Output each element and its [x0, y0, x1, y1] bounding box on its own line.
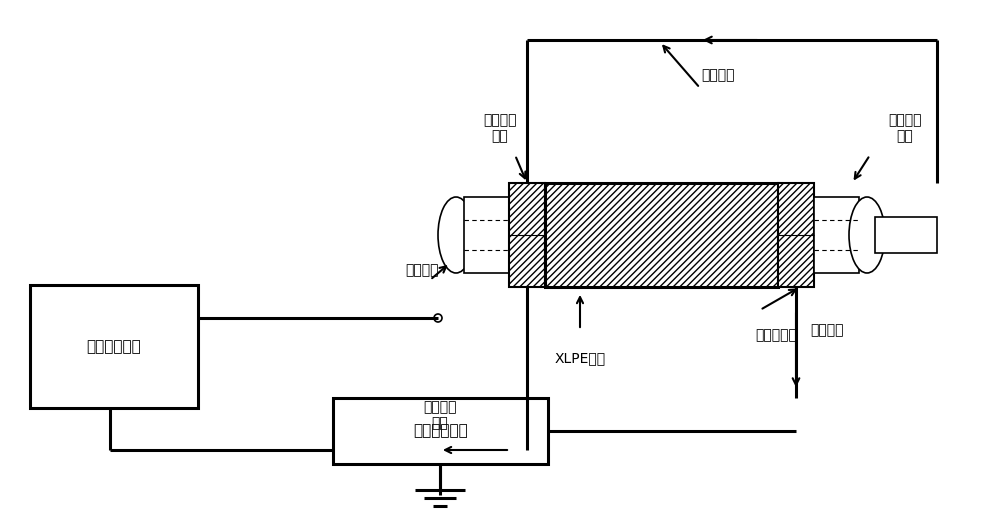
Ellipse shape: [434, 314, 442, 322]
Bar: [333, 398, 548, 464]
Text: 导体线芯: 导体线芯: [405, 263, 438, 277]
Bar: [545, 183, 778, 287]
Bar: [778, 183, 814, 287]
Text: 直流高压电源: 直流高压电源: [87, 339, 141, 354]
Bar: [875, 217, 937, 253]
Bar: [464, 197, 509, 273]
Text: 金属屏蔽层: 金属屏蔽层: [755, 328, 797, 342]
Text: 沿面泄漏
电流: 沿面泄漏 电流: [483, 113, 517, 143]
Text: 沿面泄漏
电流: 沿面泄漏 电流: [888, 113, 922, 143]
Text: 极化电流: 极化电流: [810, 323, 844, 337]
Bar: [30, 285, 198, 408]
Text: 防泄漏环: 防泄漏环: [701, 68, 735, 82]
Ellipse shape: [438, 197, 474, 273]
Text: 电流测量模块: 电流测量模块: [413, 424, 468, 439]
Text: 沿面泄漏
电流: 沿面泄漏 电流: [423, 400, 457, 430]
Bar: [509, 183, 545, 287]
Text: XLPE绝缘: XLPE绝缘: [554, 351, 606, 365]
Bar: [814, 197, 859, 273]
Ellipse shape: [849, 197, 885, 273]
